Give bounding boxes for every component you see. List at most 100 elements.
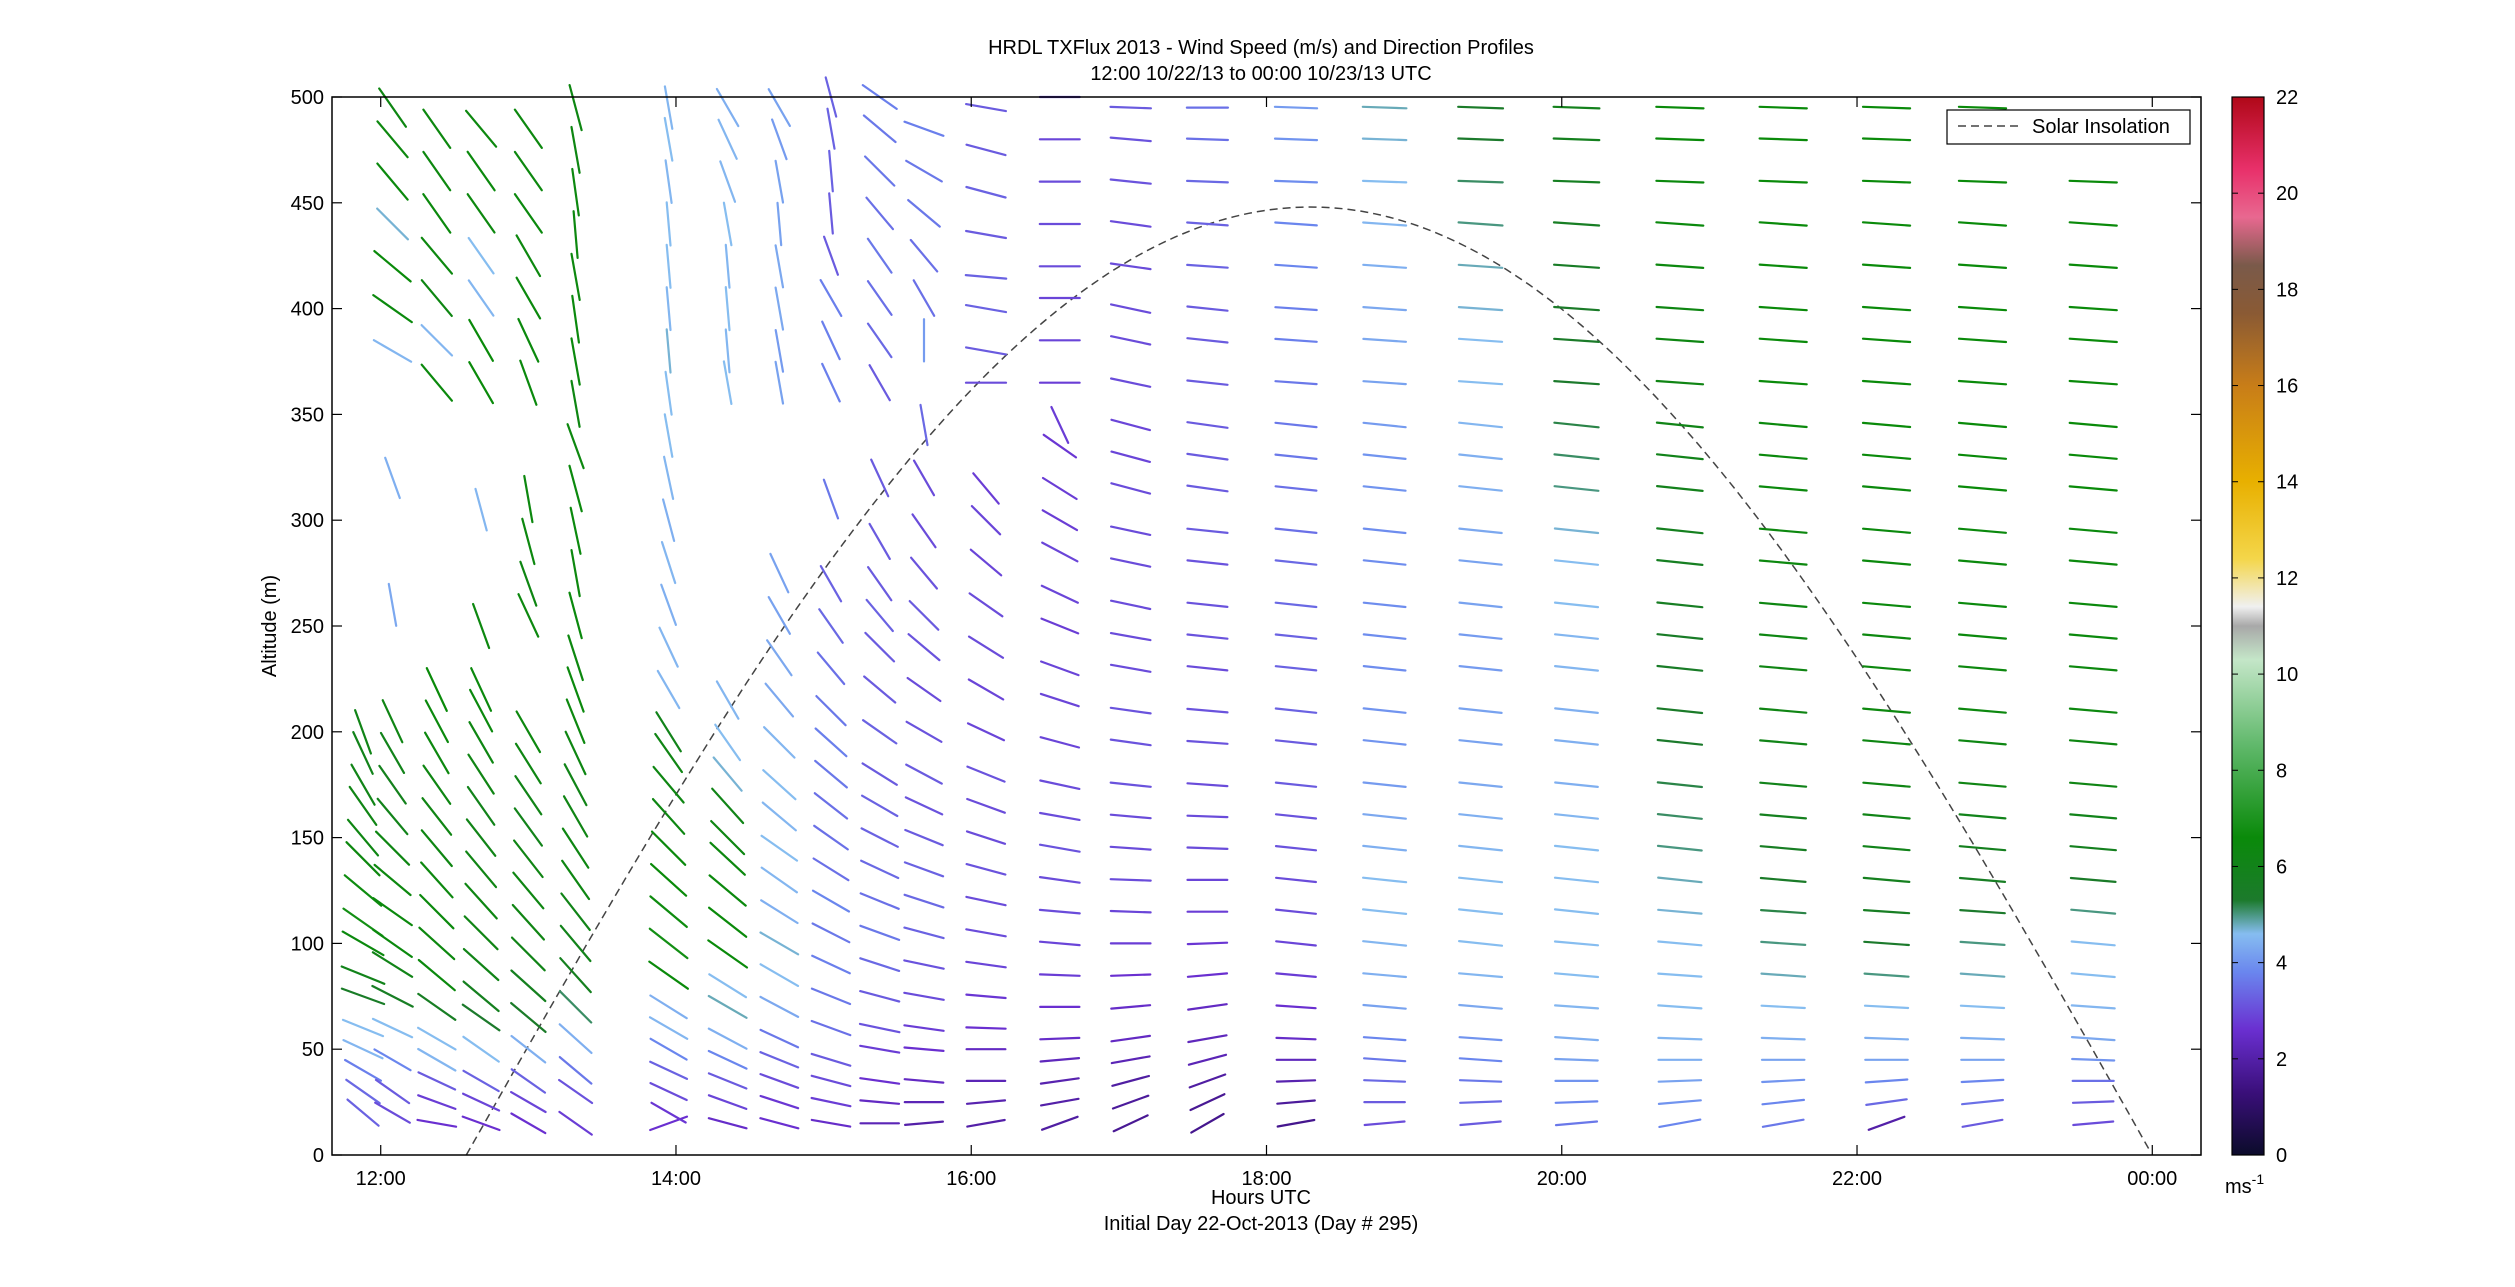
wind-vector [1863, 972, 1910, 978]
wind-vector [909, 556, 939, 590]
wind-vector [1957, 105, 2008, 110]
wind-vector [1758, 707, 1808, 714]
wind-vector [572, 210, 579, 259]
wind-vector [512, 839, 544, 879]
wind-vector [2068, 453, 2118, 460]
colorbar-tick-label: 20 [2276, 183, 2298, 205]
wind-vector [648, 927, 689, 960]
wind-vector [422, 108, 452, 149]
wind-vector [1554, 1057, 1599, 1062]
wind-vector [1362, 421, 1407, 429]
wind-vector [1362, 485, 1407, 492]
wind-vector [1111, 1074, 1151, 1087]
y-tick-label: 500 [291, 87, 324, 109]
wind-vector [1862, 665, 1912, 672]
wind-vector [1362, 844, 1408, 852]
wind-vector [417, 958, 456, 992]
wind-vector [461, 1115, 501, 1132]
wind-vector [1274, 665, 1318, 672]
wind-vector [1274, 527, 1318, 535]
wind-vector [1554, 1035, 1600, 1042]
wind-vector [1274, 908, 1318, 915]
wind-vector [510, 1112, 547, 1135]
wind-vector [863, 675, 897, 704]
wind-vector [371, 951, 414, 978]
wind-vector [1960, 1098, 2005, 1106]
wind-vector [1186, 305, 1229, 312]
wind-vector [1552, 221, 1601, 227]
wind-vector [903, 1046, 945, 1053]
wind-vector [965, 928, 1007, 938]
wind-vector [1109, 845, 1152, 851]
wind-vector [571, 167, 580, 217]
wind-vector [712, 756, 743, 792]
colorbar [2231, 96, 2265, 1156]
wind-vector [1457, 105, 1505, 110]
wind-vector [558, 990, 593, 1024]
wind-vector [1958, 781, 2007, 788]
wind-vector [1861, 601, 1912, 609]
wind-vector [1362, 664, 1407, 672]
wind-vector [966, 722, 1006, 742]
wind-vector [1458, 813, 1503, 820]
wind-vector [1110, 1055, 1151, 1065]
wind-vector [1186, 782, 1229, 788]
wind-vector [966, 797, 1006, 814]
wind-vector [1553, 972, 1600, 979]
wind-vector [722, 360, 733, 405]
wind-vector [1038, 908, 1081, 915]
wind-vector [812, 857, 850, 882]
wind-vector [1362, 453, 1407, 460]
wind-vector [513, 150, 543, 192]
wind-vector [1458, 485, 1503, 492]
wind-vector [2068, 379, 2118, 386]
wind-vector [570, 125, 581, 174]
x-tick-label: 12:00 [356, 1168, 406, 1190]
wind-vector [1109, 105, 1153, 110]
wind-vector [903, 991, 945, 1001]
wind-vector [1957, 379, 2008, 386]
wind-vector [1760, 1004, 1806, 1010]
wind-vector [1041, 476, 1078, 501]
wind-vector [903, 926, 945, 940]
wind-vector [663, 116, 674, 162]
wind-vector [1861, 379, 1912, 386]
wind-vector [467, 753, 495, 795]
wind-vector [2068, 527, 2118, 534]
wind-vector [724, 328, 731, 374]
colorbar-label: ms-1 [2225, 1171, 2264, 1198]
wind-vector [1109, 909, 1152, 914]
wind-vector [1862, 707, 1912, 714]
wind-vector [1186, 379, 1229, 386]
wind-vector [1957, 559, 2008, 566]
wind-vector [813, 792, 849, 820]
wind-vector [1040, 584, 1080, 604]
wind-vector [419, 893, 455, 930]
wind-vector [1864, 1078, 1909, 1084]
wind-vector [866, 322, 893, 359]
wind-vector [1758, 527, 1808, 534]
wind-vector [420, 829, 453, 868]
wind-vector [1109, 303, 1152, 314]
wind-vector [907, 199, 941, 228]
wind-vector [1039, 736, 1081, 749]
wind-vector [1758, 633, 1808, 640]
wind-vector [1655, 263, 1705, 269]
wind-vector [420, 279, 453, 317]
wind-vector [462, 1069, 500, 1093]
wind-vector [1958, 845, 2007, 852]
wind-vector [570, 337, 581, 386]
wind-vector [2068, 665, 2118, 672]
wind-vector [373, 250, 412, 283]
wind-vector [1109, 973, 1152, 977]
wind-vector [1362, 633, 1407, 640]
wind-vector [1186, 633, 1229, 640]
wind-vector [1458, 633, 1503, 640]
wind-vector [1109, 262, 1152, 271]
wind-vector [1761, 1078, 1806, 1084]
wind-vector [466, 785, 496, 826]
wind-vector [2070, 1004, 2116, 1010]
wind-vector [1657, 1004, 1703, 1010]
wind-vector [964, 102, 1008, 113]
wind-vector [759, 1117, 800, 1130]
